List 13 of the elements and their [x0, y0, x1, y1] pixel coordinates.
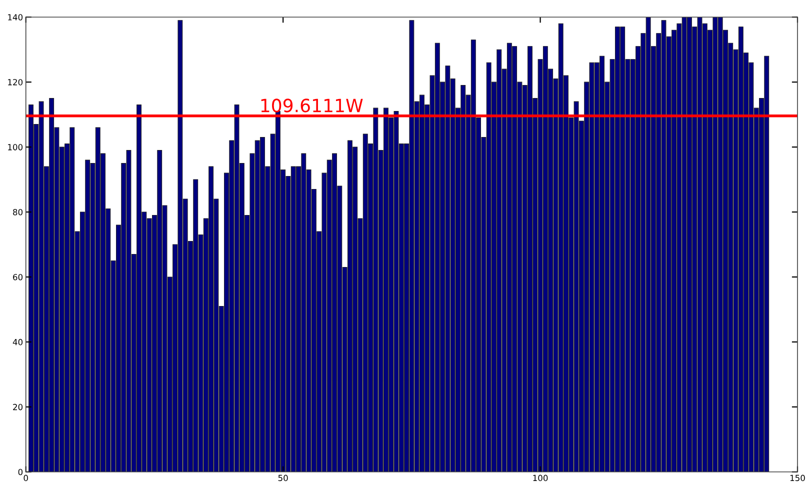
x-tick-label: 150 [790, 474, 805, 482]
x-tick-label: 0 [24, 474, 28, 482]
y-tick-label: 140 [8, 14, 23, 20]
y-tick-label: 20 [13, 404, 23, 410]
y-tick-label: 60 [13, 274, 23, 280]
x-tick-label: 100 [533, 474, 548, 482]
y-tick-label: 40 [12, 338, 23, 346]
ref-line-label: 109.6111W [261, 98, 363, 112]
y-tick-label: 100 [8, 144, 23, 150]
y-tick-label: 0 [18, 468, 23, 476]
y-tick-label: 120 [8, 79, 23, 86]
y-tick-label: 80 [13, 209, 23, 216]
x-tick-label: 50 [278, 474, 288, 482]
